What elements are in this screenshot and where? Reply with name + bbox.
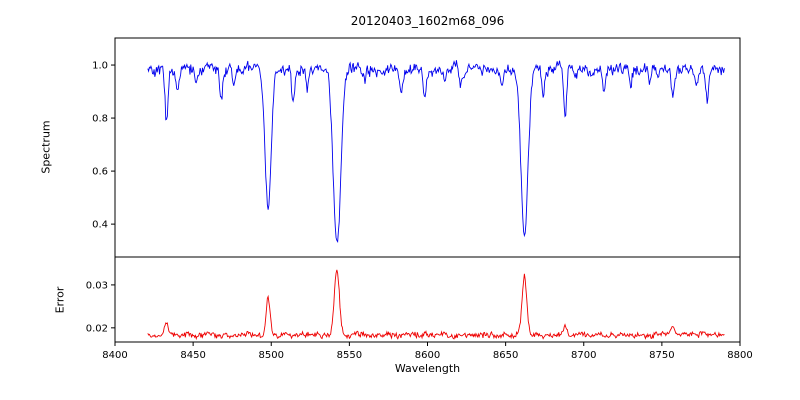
x-tick-label: 8400 — [102, 350, 127, 361]
y-tick-label: 0.4 — [92, 220, 108, 231]
x-tick-label: 8600 — [415, 350, 440, 361]
wavelength-axis-label: Wavelength — [394, 362, 461, 375]
y-tick-label: 0.8 — [92, 114, 108, 125]
error-line — [147, 269, 725, 341]
y-tick-label: 0.02 — [86, 323, 108, 334]
x-tick-label: 8750 — [649, 350, 674, 361]
x-tick-label: 8650 — [493, 350, 518, 361]
y-tick-label: 1.0 — [92, 61, 108, 72]
error-panel-border — [114, 256, 741, 343]
y-tick-label: 0.03 — [86, 280, 108, 291]
x-tick-label: 8800 — [727, 350, 752, 361]
x-tick-label: 8500 — [259, 350, 284, 361]
spectrum-line — [147, 60, 725, 243]
chart-title: 20120403_1602m68_096 — [350, 14, 505, 28]
y-tick-label: 0.6 — [92, 167, 108, 178]
x-tick-label: 8700 — [571, 350, 596, 361]
x-tick-label: 8450 — [180, 350, 205, 361]
x-tick-label: 8550 — [337, 350, 362, 361]
